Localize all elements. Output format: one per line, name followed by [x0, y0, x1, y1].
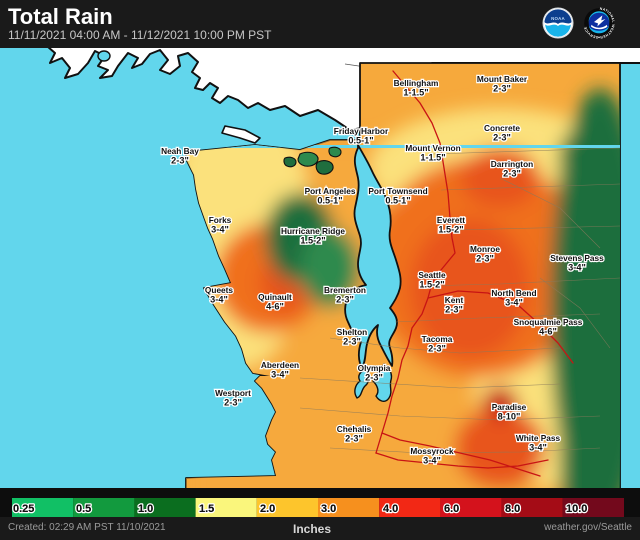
svg-text:Chehalis: Chehalis — [337, 424, 372, 434]
svg-text:1.5-2": 1.5-2" — [300, 236, 325, 246]
svg-text:0.5-1": 0.5-1" — [317, 196, 342, 206]
svg-text:2.0: 2.0 — [260, 503, 275, 515]
svg-text:1.5-2": 1.5-2" — [438, 225, 463, 235]
svg-text:2-3": 2-3" — [343, 337, 361, 347]
svg-text:4-6": 4-6" — [539, 327, 557, 337]
svg-text:Forks: Forks — [209, 215, 232, 225]
svg-text:Darrington: Darrington — [491, 159, 533, 169]
svg-text:Bremerton: Bremerton — [324, 285, 366, 295]
svg-text:3.0: 3.0 — [321, 503, 336, 515]
svg-text:Everett: Everett — [437, 215, 465, 225]
svg-text:1-1.5": 1-1.5" — [403, 88, 428, 98]
svg-text:3-4": 3-4" — [505, 298, 523, 308]
svg-text:Snoqualmie Pass: Snoqualmie Pass — [514, 317, 583, 327]
svg-text:1-1.5": 1-1.5" — [420, 153, 445, 163]
svg-text:10.0: 10.0 — [566, 503, 587, 515]
svg-text:1.5: 1.5 — [199, 503, 214, 515]
svg-text:3-4": 3-4" — [568, 263, 586, 273]
svg-text:2-3": 2-3" — [345, 434, 363, 444]
svg-text:3-4": 3-4" — [271, 370, 289, 380]
svg-text:2-3": 2-3" — [445, 305, 463, 315]
svg-text:North Bend: North Bend — [491, 288, 536, 298]
svg-text:Port Angeles: Port Angeles — [305, 186, 356, 196]
svg-text:0.25: 0.25 — [13, 503, 34, 515]
svg-text:Seattle: Seattle — [418, 270, 446, 280]
svg-text:Neah Bay: Neah Bay — [161, 146, 199, 156]
svg-text:0.5: 0.5 — [76, 503, 91, 515]
svg-text:Concrete: Concrete — [484, 123, 520, 133]
svg-text:4-6": 4-6" — [266, 302, 284, 312]
svg-text:2-3": 2-3" — [503, 169, 521, 179]
svg-text:Mount Baker: Mount Baker — [477, 74, 528, 84]
svg-text:Quinault: Quinault — [258, 292, 292, 302]
svg-text:2-3": 2-3" — [493, 133, 511, 143]
svg-text:8.0: 8.0 — [505, 503, 520, 515]
svg-text:2-3": 2-3" — [476, 254, 494, 264]
svg-text:Hurricane Ridge: Hurricane Ridge — [281, 226, 345, 236]
svg-text:0.5-1": 0.5-1" — [385, 196, 410, 206]
svg-text:Friday Harbor: Friday Harbor — [334, 126, 389, 136]
svg-text:2-3": 2-3" — [493, 84, 511, 94]
svg-text:4.0: 4.0 — [383, 503, 398, 515]
svg-text:1.0: 1.0 — [138, 503, 153, 515]
svg-text:3-4": 3-4" — [210, 295, 228, 305]
svg-text:Monroe: Monroe — [470, 244, 500, 254]
svg-text:2-3": 2-3" — [365, 373, 383, 383]
svg-text:8-10": 8-10" — [498, 412, 521, 422]
svg-text:0.5-1": 0.5-1" — [348, 136, 373, 146]
svg-text:2-3": 2-3" — [171, 156, 189, 166]
svg-text:3-4": 3-4" — [423, 456, 441, 466]
svg-text:Aberdeen: Aberdeen — [261, 360, 299, 370]
svg-text:Shelton: Shelton — [337, 327, 367, 337]
svg-text:Mossyrock: Mossyrock — [410, 446, 454, 456]
svg-text:Bellingham: Bellingham — [394, 78, 439, 88]
svg-text:Stevens Pass: Stevens Pass — [550, 253, 604, 263]
svg-text:Queets: Queets — [205, 285, 234, 295]
svg-text:White Pass: White Pass — [516, 433, 561, 443]
svg-text:2-3": 2-3" — [224, 398, 242, 408]
svg-text:6.0: 6.0 — [444, 503, 459, 515]
svg-text:Kent: Kent — [445, 295, 464, 305]
svg-text:Mount Vernon: Mount Vernon — [405, 143, 460, 153]
svg-text:1.5-2": 1.5-2" — [419, 280, 444, 290]
svg-text:Port Townsend: Port Townsend — [368, 186, 427, 196]
svg-text:Tacoma: Tacoma — [422, 334, 453, 344]
svg-text:Paradise: Paradise — [492, 402, 527, 412]
svg-text:3-4": 3-4" — [529, 443, 547, 453]
svg-text:3-4": 3-4" — [211, 225, 229, 235]
svg-text:2-3": 2-3" — [336, 295, 354, 305]
svg-text:Westport: Westport — [215, 388, 251, 398]
svg-text:2-3": 2-3" — [428, 344, 446, 354]
svg-text:NOAA: NOAA — [551, 16, 565, 21]
svg-text:Olympia: Olympia — [358, 363, 391, 373]
